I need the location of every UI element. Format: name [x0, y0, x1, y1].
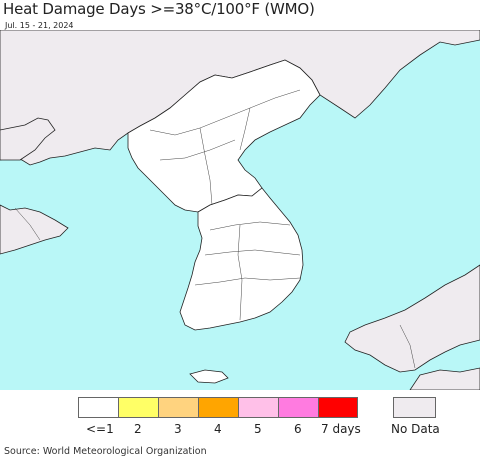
region-jeju	[189, 369, 229, 384]
legend-swatch-5	[238, 397, 279, 418]
legend-swatch-4	[198, 397, 239, 418]
legend-swatch-7	[318, 397, 358, 418]
legend-swatch-6	[278, 397, 319, 418]
province-boundaries	[14, 89, 416, 369]
legend-swatch-2	[118, 397, 159, 418]
legend-swatch-no-data	[393, 397, 436, 418]
legend-label-no-data: No Data	[391, 422, 440, 436]
legend-label-5: 5	[254, 422, 262, 436]
region-south-korea	[179, 187, 304, 331]
region-japan	[344, 264, 480, 373]
legend-label-4: 4	[214, 422, 222, 436]
region-liaodong	[0, 117, 56, 161]
legend-label-6: 6	[294, 422, 302, 436]
date-range: Jul. 15 - 21, 2024	[5, 21, 74, 30]
legend-label-3: 3	[174, 422, 182, 436]
legend-label-7: 7 days	[321, 422, 361, 436]
region-north-korea	[127, 59, 321, 213]
legend-label-2: 2	[134, 422, 142, 436]
map-panel[interactable]	[0, 30, 480, 390]
region-japan-islands	[409, 367, 480, 390]
map-svg	[0, 30, 480, 390]
legend-swatch-le1	[78, 397, 119, 418]
source-credit: Source: World Meteorological Organizatio…	[4, 446, 207, 457]
page-title: Heat Damage Days >=38°C/100°F (WMO)	[3, 0, 315, 18]
region-shandong	[0, 204, 69, 255]
legend-swatch-3	[158, 397, 199, 418]
legend-label-le1: <=1	[86, 422, 114, 436]
